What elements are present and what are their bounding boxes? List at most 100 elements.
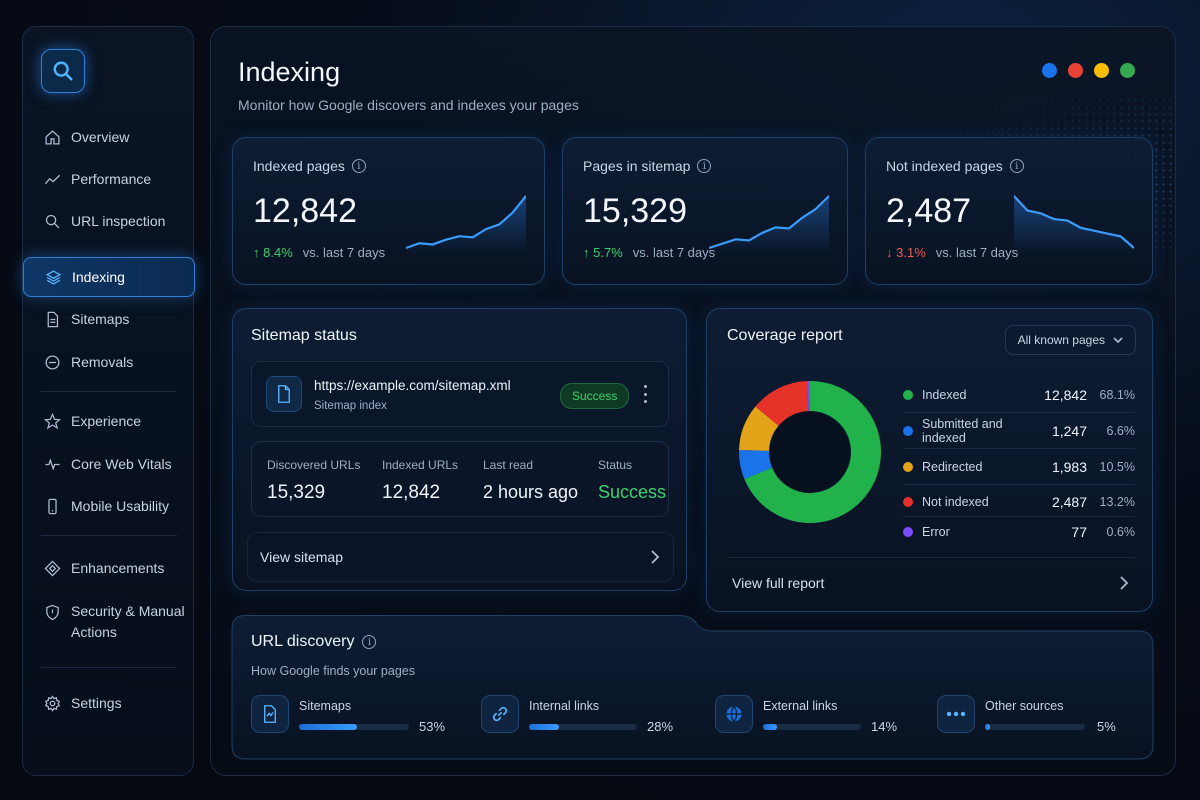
- sidebar: Overview Performance URL inspection Inde…: [22, 26, 195, 776]
- diamond-icon: [43, 559, 61, 577]
- sidebar-item-removals[interactable]: Removals: [23, 342, 195, 382]
- sitemap-entry[interactable]: https://example.com/sitemap.xml Sitemap …: [251, 361, 669, 427]
- sidebar-item-sitemaps[interactable]: Sitemaps: [23, 299, 195, 339]
- sparkline-chart: [709, 195, 829, 254]
- progress-fill: [529, 724, 560, 730]
- logo-search-icon[interactable]: [41, 49, 85, 93]
- brand-dot-red: [1068, 63, 1083, 78]
- legend-pct: 68.1%: [1099, 388, 1135, 402]
- discovery-pct: 14%: [871, 719, 898, 734]
- view-sitemap-link[interactable]: View sitemap: [247, 532, 674, 582]
- pulse-icon: [43, 455, 61, 473]
- last-read-value: 2 hours ago: [483, 482, 579, 502]
- discovery-item-other-sources[interactable]: Other sources 5%: [937, 695, 1137, 741]
- progress-track: [299, 724, 409, 730]
- legend-pct: 0.6%: [1106, 525, 1136, 539]
- link-icon: [481, 695, 519, 733]
- chevron-down-icon: [1113, 336, 1123, 343]
- stat-card-not-indexed-pages[interactable]: Not indexed pages i 2,487 ↓ 3.1% vs. last …: [865, 137, 1153, 285]
- chevron-right-icon: [651, 550, 660, 564]
- last-read-label: Last read: [483, 458, 534, 472]
- shield-icon: [43, 603, 61, 621]
- sparkline-line: [406, 195, 526, 250]
- more-options-icon[interactable]: [638, 382, 652, 406]
- sidebar-divider: [41, 391, 177, 392]
- sidebar-item-performance[interactable]: Performance: [23, 159, 195, 199]
- section-title: Sitemap status: [251, 327, 357, 344]
- stat-label-text: Pages in sitemap: [583, 158, 691, 174]
- discovery-name: External links: [763, 699, 838, 713]
- info-icon[interactable]: i: [1009, 159, 1024, 173]
- progress-fill: [299, 724, 358, 730]
- sidebar-item-label: Enhancements: [71, 560, 165, 576]
- brand-dot-yellow: [1094, 63, 1109, 78]
- donut-slice-redirected[interactable]: [739, 406, 780, 452]
- view-full-report-link[interactable]: View full report: [732, 575, 1129, 591]
- stat-value: 2,487: [886, 192, 972, 230]
- brand-dot-green: [1120, 63, 1135, 78]
- legend-name: Indexed: [922, 388, 967, 402]
- legend-dot: [903, 426, 913, 436]
- section-subtitle: How Google finds your pages: [251, 664, 415, 678]
- sidebar-item-label: Performance: [71, 171, 152, 187]
- sidebar-item-mobile-usability[interactable]: Mobile Usability: [23, 486, 195, 526]
- info-icon[interactable]: i: [362, 635, 377, 649]
- donut-slice-not-indexed[interactable]: [755, 381, 810, 427]
- sidebar-item-label: Sitemaps: [71, 311, 130, 327]
- legend-row-error[interactable]: Error 77 0.6%: [903, 520, 1135, 544]
- sidebar-item-settings[interactable]: Settings: [23, 683, 195, 723]
- gear-icon: [43, 694, 61, 712]
- discovery-pct: 5%: [1097, 719, 1116, 734]
- legend-row-redirected[interactable]: Redirected 1,983 10.5%: [903, 455, 1135, 479]
- stat-value: 12,842: [253, 192, 357, 230]
- legend-dot: [903, 497, 913, 507]
- url-discovery-card-shape: [231, 615, 1154, 760]
- legend-divider: [903, 483, 1135, 485]
- legend-name: Redirected: [922, 460, 983, 474]
- page-title: Indexing: [238, 57, 341, 87]
- url-discovery-card: URL discovery i How Google finds your pag…: [231, 615, 1155, 760]
- view-sitemap-row[interactable]: View sitemap: [260, 549, 660, 565]
- discovery-pct: 28%: [647, 719, 674, 734]
- arrow-up-icon: ↑: [583, 245, 590, 260]
- info-icon[interactable]: i: [351, 159, 366, 173]
- legend-row-indexed[interactable]: Indexed 12,842 68.1%: [903, 383, 1135, 407]
- stat-card-pages-in-sitemap[interactable]: Pages in sitemap i 15,329 ↑ 5.7% vs. last …: [562, 137, 848, 285]
- sidebar-item-label: Mobile Usability: [71, 498, 170, 514]
- discovery-item-external-links[interactable]: External links 14%: [715, 695, 915, 741]
- discovery-item-sitemaps[interactable]: Sitemaps 53%: [251, 695, 451, 741]
- sidebar-item-label: Removals: [71, 354, 134, 370]
- sidebar-item-core-web-vitals[interactable]: Core Web Vitals: [23, 444, 195, 484]
- sidebar-item-label-group: Security & Manual Actions: [71, 601, 185, 643]
- indexed-urls-label: Indexed URLs: [382, 458, 459, 472]
- coverage-filter-dropdown[interactable]: All known pages: [1004, 325, 1136, 355]
- sidebar-item-indexing[interactable]: Indexing: [23, 257, 195, 297]
- sidebar-item-enhancements[interactable]: Enhancements: [23, 548, 195, 588]
- sitemap-url[interactable]: https://example.com/sitemap.xml: [314, 378, 511, 393]
- progress-fill: [763, 724, 777, 730]
- sidebar-item-overview[interactable]: Overview: [23, 117, 195, 157]
- donut-slice-indexed[interactable]: [744, 381, 881, 523]
- discovery-item-internal-links[interactable]: Internal links 28%: [481, 695, 681, 741]
- sidebar-item-url-inspection[interactable]: URL inspection: [23, 201, 195, 241]
- stat-change-pct: 8.4%: [263, 245, 293, 260]
- discovery-name: Sitemaps: [299, 699, 352, 713]
- sitemap-stats: Discovered URLs 15,329 Indexed URLs 12,8…: [251, 441, 669, 517]
- legend-row-submitted-and-indexed[interactable]: Submitted and indexed 1,247 6.6%: [903, 417, 1135, 445]
- sidebar-item-security[interactable]: Security & Manual Actions: [23, 597, 195, 645]
- legend-row-not-indexed[interactable]: Not indexed 2,487 13.2%: [903, 490, 1135, 514]
- star-icon: [43, 412, 61, 430]
- stat-change-period: vs. last 7 days: [632, 245, 716, 260]
- stat-change: ↓ 3.1% vs. last 7 days: [886, 245, 1018, 260]
- info-icon[interactable]: i: [697, 159, 712, 173]
- phone-icon: [43, 497, 61, 515]
- legend-divider: [903, 412, 1135, 413]
- sidebar-item-label: URL inspection: [71, 213, 166, 229]
- donut-slice-submitted-and-indexed[interactable]: [739, 449, 773, 480]
- legend-divider: [903, 516, 1135, 517]
- stat-card-indexed-pages[interactable]: Indexed pages i 12,842 ↑ 8.4% vs. last 7 d…: [232, 137, 545, 285]
- legend-pct: 10.5%: [1099, 460, 1135, 474]
- sidebar-item-experience[interactable]: Experience: [23, 401, 195, 441]
- sidebar-item-label: Indexing: [72, 269, 125, 285]
- sidebar-item-label: Settings: [71, 695, 122, 711]
